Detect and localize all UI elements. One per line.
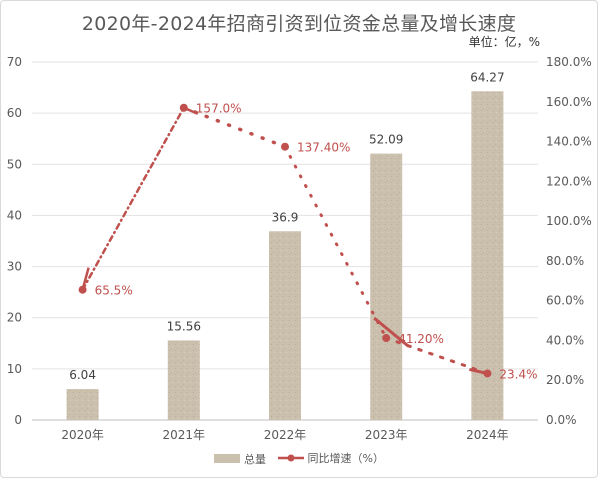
bar-data-label: 36.9 <box>272 210 299 224</box>
left-axis-tick-label: 60 <box>7 106 22 120</box>
line-series <box>78 103 492 378</box>
unit-note: 单位：亿，% <box>468 35 540 49</box>
line-point <box>382 334 391 343</box>
data-labels: 6.04 15.56 36.9 52.09 64.27 65.5% 157.0% 137.40… <box>69 70 537 382</box>
bar-data-label: 6.04 <box>69 368 96 382</box>
left-axis-tick-label: 30 <box>7 260 22 274</box>
x-axis-tick-label: 2024年 <box>466 428 509 442</box>
line-data-label: 23.4% <box>499 367 537 381</box>
right-axis-tick-label: 160.0% <box>546 95 592 109</box>
right-axis-tick-label: 20.0% <box>546 373 584 387</box>
line-data-label: 41.20% <box>398 332 444 346</box>
bar <box>66 389 99 420</box>
line-segment <box>373 316 410 348</box>
legend-item-bar[interactable]: 总量 <box>214 451 266 467</box>
legend-line-label: 同比增速（%） <box>307 452 384 465</box>
right-axis-tick-label: 40.0% <box>546 333 584 347</box>
bar <box>167 340 200 420</box>
line-point <box>78 285 87 294</box>
axes: 0 10 20 30 40 50 60 70 0.0% 20.0% 40.0% 60.0% 80.0% 1… <box>7 55 592 442</box>
chart-title: 2020年-2024年招商引资到位资金总量及增长速度 <box>81 13 517 35</box>
line-data-label: 65.5% <box>95 284 133 298</box>
legend: 总量 同比增速（%） <box>0 450 598 467</box>
left-axis-tick-label: 40 <box>7 208 22 222</box>
right-axis-tick-label: 100.0% <box>546 214 592 228</box>
legend-line-swatch <box>277 454 304 462</box>
bar-data-label: 52.09 <box>369 133 403 147</box>
bar-data-label: 64.27 <box>470 70 504 84</box>
right-axis-tick-label: 80.0% <box>546 254 584 268</box>
bar <box>471 91 504 420</box>
x-axis-tick-label: 2023年 <box>365 428 408 442</box>
line-segment <box>81 106 186 291</box>
right-axis-tick-label: 120.0% <box>546 174 592 188</box>
legend-bar-label: 总量 <box>244 452 267 466</box>
line-data-label: 157.0% <box>196 102 242 116</box>
line-point <box>281 142 289 151</box>
legend-item-line[interactable]: 同比增速（%） <box>277 450 384 466</box>
x-axis-tick-label: 2022年 <box>264 428 307 442</box>
left-axis-tick-label: 50 <box>7 157 22 171</box>
left-axis-tick-label: 0 <box>14 413 22 427</box>
bar <box>370 153 403 420</box>
line-data-label: 137.40% <box>297 141 350 155</box>
line-point <box>483 369 492 378</box>
bar-data-label: 15.56 <box>167 319 201 333</box>
bar <box>269 231 301 420</box>
bar-series <box>66 91 504 420</box>
x-axis-tick-label: 2021年 <box>163 428 206 442</box>
x-axis-tick-label: 2020年 <box>61 428 104 442</box>
legend-bar-swatch <box>214 454 241 463</box>
right-axis-tick-label: 180.0% <box>546 55 592 69</box>
right-axis-tick-label: 60.0% <box>546 294 584 308</box>
line-point <box>179 103 188 112</box>
right-axis-tick-label: 140.0% <box>546 135 592 149</box>
right-axis-tick-label: 0.0% <box>546 413 577 427</box>
left-axis-tick-label: 70 <box>7 55 22 69</box>
left-axis-tick-label: 10 <box>7 362 22 376</box>
left-axis-tick-label: 20 <box>7 311 22 325</box>
